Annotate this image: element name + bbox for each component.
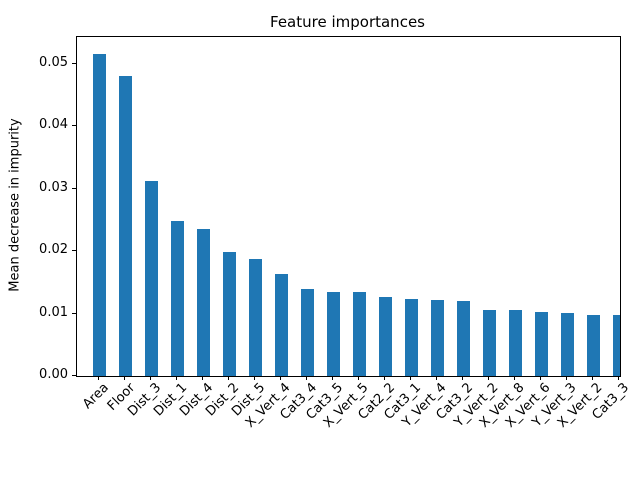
x-tick-mark <box>566 376 567 380</box>
bar-Dist_2 <box>222 252 236 376</box>
bar-Dist_5 <box>248 259 262 376</box>
y-axis-label: Mean decrease in impurity <box>7 118 23 292</box>
bar-Y_Vert_2 <box>482 310 496 376</box>
y-tick-label: 0.01 <box>39 305 68 320</box>
bar-Cat3_5 <box>326 292 340 376</box>
bar-Cat3_2 <box>456 301 470 376</box>
x-tick-mark <box>514 376 515 380</box>
bar-X_Vert_6 <box>534 312 548 376</box>
x-tick-mark <box>410 376 411 380</box>
y-tick-mark <box>72 63 76 64</box>
bar-Dist_1 <box>170 221 184 376</box>
y-tick-label: 0.05 <box>39 55 68 70</box>
x-tick-mark <box>202 376 203 380</box>
bar-X_Vert_4 <box>274 274 288 376</box>
bar-Cat3_4 <box>300 289 314 376</box>
bar-Dist_3 <box>144 181 158 376</box>
x-tick-mark <box>384 376 385 380</box>
y-tick-label: 0.04 <box>39 117 68 132</box>
x-tick-mark <box>488 376 489 380</box>
y-tick-mark <box>72 188 76 189</box>
bar-X_Vert_5 <box>352 292 366 376</box>
x-tick-mark <box>150 376 151 380</box>
y-tick-label: 0.03 <box>39 180 68 195</box>
bar-Cat3_1 <box>404 299 418 376</box>
x-tick-mark <box>254 376 255 380</box>
x-tick-mark <box>436 376 437 380</box>
bar-Y_Vert_4 <box>430 300 444 376</box>
x-tick-mark <box>358 376 359 380</box>
bar-Dist_4 <box>196 229 210 376</box>
x-tick-label: Area <box>80 380 112 413</box>
bar-Area <box>92 54 106 376</box>
x-tick-mark <box>462 376 463 380</box>
bar-Floor <box>118 76 132 376</box>
x-tick-mark <box>228 376 229 380</box>
bar-X_Vert_2 <box>586 315 600 376</box>
y-tick-mark <box>72 375 76 376</box>
x-tick-mark <box>306 376 307 380</box>
y-tick-mark <box>72 250 76 251</box>
x-tick-mark <box>124 376 125 380</box>
bar-Cat2_2 <box>378 297 392 376</box>
x-tick-mark <box>592 376 593 380</box>
x-tick-mark <box>332 376 333 380</box>
chart-title: Feature importances <box>270 13 425 31</box>
y-tick-label: 0.00 <box>39 367 68 382</box>
x-tick-mark <box>280 376 281 380</box>
x-tick-mark <box>618 376 619 380</box>
x-tick-mark <box>176 376 177 380</box>
y-tick-mark <box>72 313 76 314</box>
x-tick-mark <box>98 376 99 380</box>
bar-Y_Vert_3 <box>560 313 574 376</box>
y-tick-label: 0.02 <box>39 242 68 257</box>
bar-X_Vert_8 <box>508 310 522 376</box>
x-tick-mark <box>540 376 541 380</box>
bar-Cat3_3 <box>612 315 620 376</box>
plot-area <box>76 36 621 377</box>
y-tick-mark <box>72 125 76 126</box>
